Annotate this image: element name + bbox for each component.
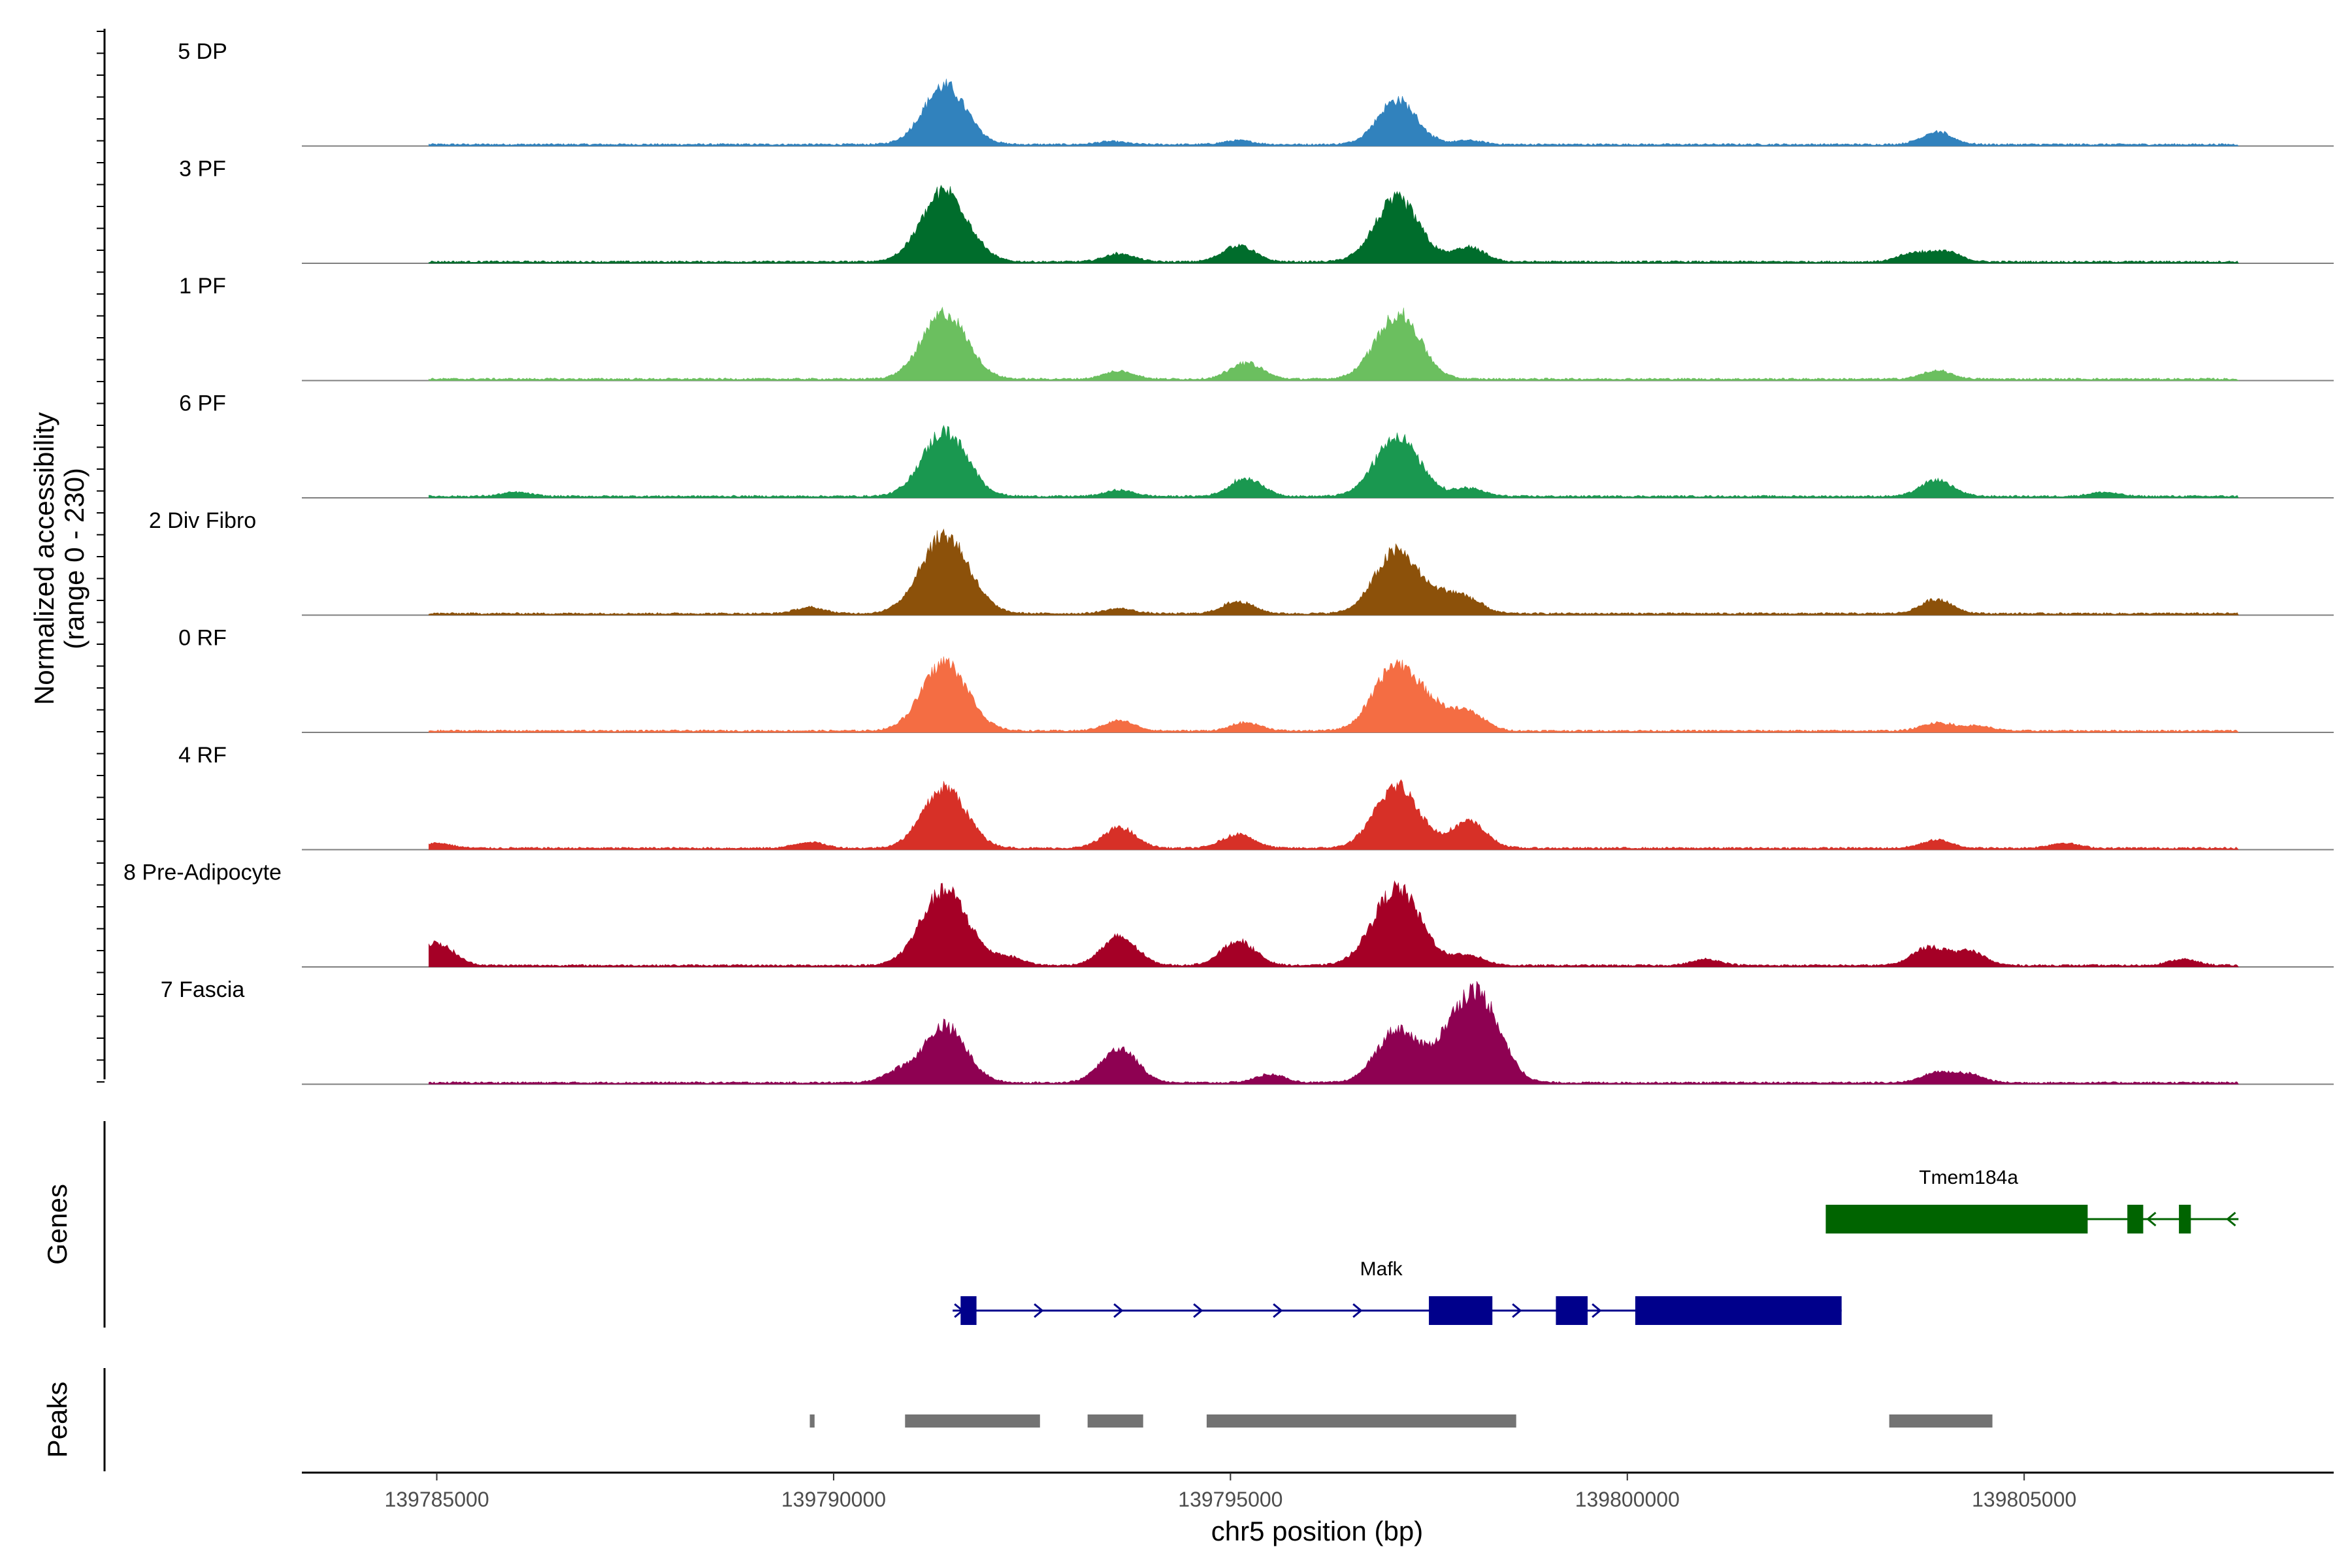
gene-tmem184a: Tmem184a <box>1825 1167 2239 1233</box>
gene-exon <box>1556 1296 1588 1325</box>
track-label: 3 PF <box>179 157 226 182</box>
track-5: 0 RF <box>178 626 2334 733</box>
track-label: 5 DP <box>178 39 227 64</box>
strand-arrow <box>2226 1211 2236 1227</box>
y-axis-range: (range 0 - 230) <box>59 468 90 649</box>
track-label: 6 PF <box>179 391 226 416</box>
track-coverage-area <box>429 528 2239 615</box>
strand-arrow <box>1512 1303 1522 1318</box>
gene-exon <box>960 1296 977 1325</box>
strand-arrow <box>1034 1303 1044 1318</box>
track-7: 8 Pre-Adipocyte <box>123 860 2334 968</box>
track-coverage-area <box>429 306 2240 381</box>
peak-region <box>1087 1414 1143 1428</box>
track-coverage-area <box>429 779 2239 850</box>
peak-region <box>1889 1414 1993 1428</box>
track-label: 0 RF <box>178 626 227 651</box>
track-3: 6 PF <box>179 391 2334 498</box>
peak-region <box>905 1414 1040 1428</box>
strand-arrow <box>1592 1303 1602 1318</box>
track-1: 3 PF <box>179 157 2334 264</box>
gene-exon <box>2179 1205 2191 1233</box>
strand-arrow <box>1352 1303 1363 1318</box>
gene-exon <box>1429 1296 1493 1325</box>
coverage-tracks: 5 DP 3 PF 1 PF 6 PF 2 Div Fibro 0 RF 4 RF 8 Pre… <box>123 39 2334 1085</box>
track-label: 2 Div Fibro <box>149 508 256 533</box>
x-axis-title: chr5 position (bp) <box>1211 1516 1424 1546</box>
gene-mafk: Mafk <box>953 1258 1842 1325</box>
gene-exon <box>2127 1205 2144 1233</box>
x-tick-label: 139790000 <box>781 1488 886 1511</box>
track-4: 2 Div Fibro <box>149 508 2334 616</box>
track-coverage-area <box>429 425 2239 498</box>
track-coverage-area <box>429 184 2239 264</box>
x-tick-label: 139800000 <box>1575 1488 1680 1511</box>
track-label: 8 Pre-Adipocyte <box>123 860 282 885</box>
peaks-panel-title: Peaks <box>42 1382 73 1458</box>
track-coverage-area <box>429 880 2239 968</box>
gene-exon <box>1825 1205 2088 1233</box>
strand-arrow <box>1113 1303 1124 1318</box>
x-tick-label: 139795000 <box>1178 1488 1282 1511</box>
x-tick-label: 139805000 <box>1972 1488 2076 1511</box>
gene-exon <box>1635 1296 1842 1325</box>
x-axis-ticks: 139785000 139790000 139795000 139800000 1398… <box>384 1473 2076 1511</box>
track-coverage-area <box>429 656 2239 733</box>
y-axis-title: Normalized accessibility <box>29 412 59 705</box>
genes-panel-title: Genes <box>42 1184 73 1265</box>
peak-region <box>809 1414 815 1428</box>
track-2: 1 PF <box>179 274 2334 382</box>
coverage-y-ticks <box>97 31 105 1083</box>
strand-arrow <box>1193 1303 1203 1318</box>
track-0: 5 DP <box>178 39 2334 147</box>
peak-region <box>1206 1414 1516 1428</box>
strand-arrow <box>2146 1211 2157 1227</box>
peak-regions <box>809 1414 1993 1428</box>
track-8: 7 Fascia <box>161 977 2334 1085</box>
gene-label: Mafk <box>1360 1258 1403 1280</box>
track-6: 4 RF <box>178 743 2334 851</box>
track-label: 1 PF <box>179 274 226 299</box>
track-coverage-area <box>429 981 2239 1085</box>
track-coverage-area <box>429 78 2239 146</box>
strand-arrow <box>1273 1303 1283 1318</box>
track-label: 7 Fascia <box>161 977 245 1002</box>
gene-annotations: Tmem184a Mafk <box>953 1167 2239 1325</box>
gene-label: Tmem184a <box>1919 1167 2018 1188</box>
track-label: 4 RF <box>178 743 227 768</box>
x-tick-label: 139785000 <box>384 1488 489 1511</box>
